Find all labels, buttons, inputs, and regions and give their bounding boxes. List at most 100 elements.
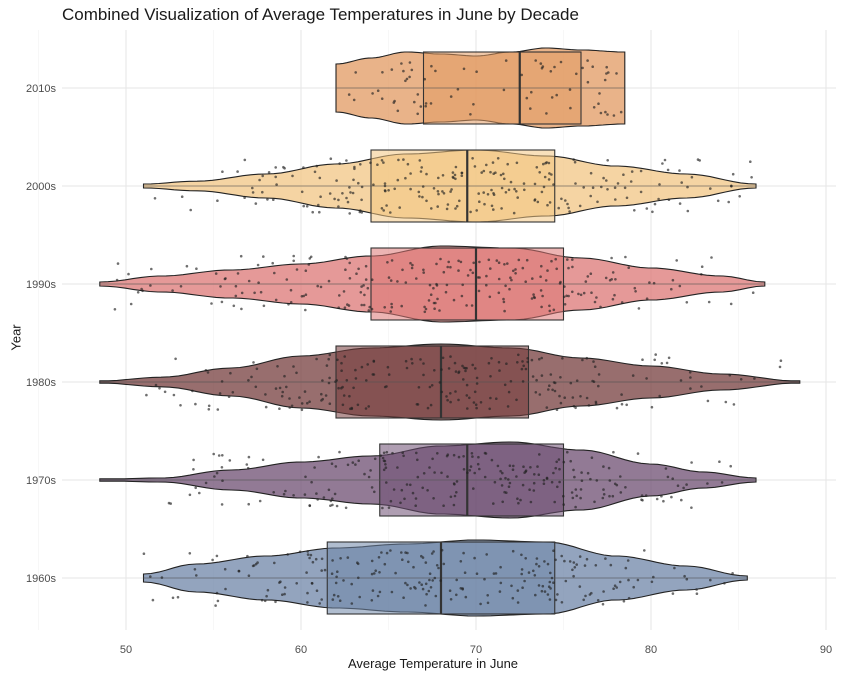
jitter-point [283,586,287,589]
jitter-point [723,582,726,585]
jitter-point [424,582,428,586]
jitter-point [469,113,472,116]
jitter-point [449,265,452,269]
jitter-point [282,492,286,496]
jitter-point [266,198,269,201]
jitter-point [650,580,654,584]
jitter-point [519,498,522,502]
jitter-point [327,279,331,283]
jitter-point [435,564,439,567]
jitter-point [562,295,566,299]
jitter-point [405,483,409,486]
jitter-point [342,290,346,293]
jitter-point [174,357,177,361]
jitter-point [624,486,627,489]
jitter-point [462,468,466,471]
jitter-point [454,165,458,169]
jitter-point [220,503,224,506]
jitter-point [550,259,553,263]
jitter-point [369,469,372,472]
jitter-point [574,505,577,509]
jitter-point [322,496,326,499]
jitter-point [532,293,535,296]
jitter-point [595,296,598,299]
jitter-point [507,390,511,394]
jitter-point [224,587,227,591]
jitter-point [685,301,689,304]
jitter-point [289,288,293,292]
jitter-point [585,557,589,561]
jitter-point [363,472,366,476]
jitter-point [372,183,375,186]
jitter-point [640,494,644,497]
x-tick-label: 80 [645,644,657,656]
jitter-point [284,489,287,493]
jitter-point [320,598,324,601]
jitter-point [274,600,277,604]
jitter-point [471,271,475,275]
jitter-point [468,396,471,400]
jitter-point [425,592,428,596]
jitter-point [419,358,422,361]
jitter-point [428,283,432,287]
jitter-point [445,395,448,398]
jitter-point [728,373,732,377]
jitter-point [396,280,399,283]
jitter-point [256,263,260,267]
jitter-point [606,188,609,191]
jitter-point [521,380,525,383]
jitter-point [597,373,601,376]
jitter-point [619,110,623,114]
jitter-point [557,206,560,210]
jitter-point [370,572,374,576]
jitter-point [475,572,479,575]
jitter-point [253,291,256,295]
jitter-point [440,471,443,475]
jitter-point [416,475,420,479]
jitter-point [311,210,315,214]
jitter-point [328,192,332,195]
jitter-point [420,554,423,558]
jitter-point [568,210,571,213]
jitter-point [578,585,582,588]
jitter-point [566,258,569,261]
jitter-point [283,167,286,170]
jitter-point [335,575,338,579]
jitter-point [357,459,361,463]
jitter-point [557,458,561,461]
jitter-point [505,491,508,495]
jitter-point [562,460,566,464]
jitter-point [374,569,378,572]
jitter-point [602,465,605,468]
jitter-point [415,277,418,280]
jitter-point [546,593,550,596]
jitter-point [160,576,164,579]
jitter-point [127,272,130,276]
jitter-point [401,268,404,272]
y-tick-label: 2000s [26,181,56,193]
jitter-point [315,357,318,361]
jitter-point [285,278,289,281]
jitter-point [410,68,414,72]
jitter-point [555,460,558,464]
jitter-point [620,301,624,304]
jitter-point [534,391,538,394]
jitter-point [229,371,232,375]
jitter-point [459,560,463,563]
jitter-point [479,602,482,606]
jitter-point [637,307,641,310]
jitter-point [274,387,278,390]
jitter-point [529,107,532,110]
jitter-point [514,272,517,275]
jitter-point [612,450,615,454]
jitter-point [465,383,469,387]
jitter-point [438,381,442,384]
jitter-point [380,97,384,100]
jitter-point [455,491,458,494]
jitter-point [563,285,566,288]
jitter-point [474,367,477,370]
jitter-point [455,578,459,582]
jitter-point [583,564,587,567]
jitter-point [538,357,541,361]
jitter-point [555,267,558,271]
